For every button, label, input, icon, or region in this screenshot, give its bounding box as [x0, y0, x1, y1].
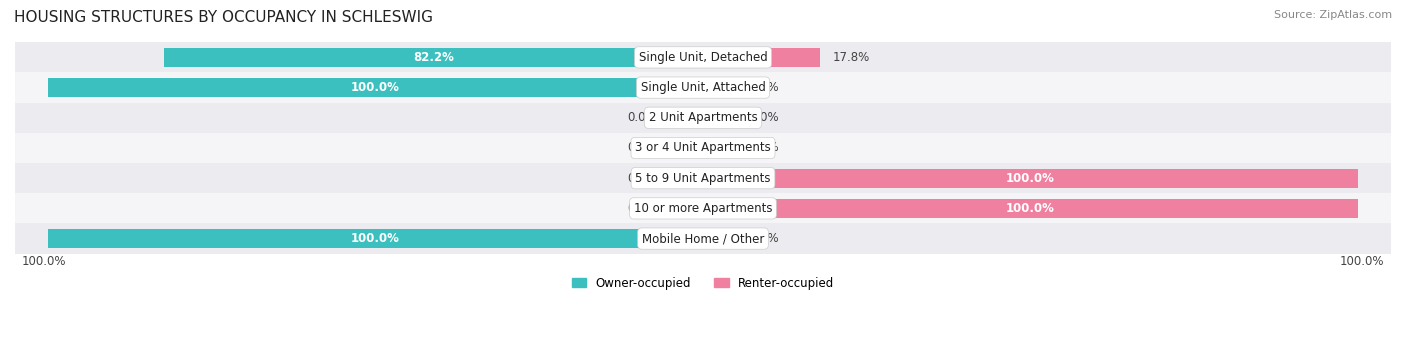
Text: 100.0%: 100.0% [1340, 255, 1385, 268]
Text: 100.0%: 100.0% [21, 255, 66, 268]
Text: 5 to 9 Unit Apartments: 5 to 9 Unit Apartments [636, 172, 770, 185]
Text: 10 or more Apartments: 10 or more Apartments [634, 202, 772, 215]
Bar [703, 48, 820, 67]
Text: Single Unit, Detached: Single Unit, Detached [638, 51, 768, 64]
Bar [703, 169, 1358, 188]
Text: 100.0%: 100.0% [1007, 172, 1054, 185]
Text: 17.8%: 17.8% [832, 51, 870, 64]
Bar [671, 139, 703, 157]
Bar [703, 108, 735, 127]
Bar [703, 199, 1358, 218]
Bar [48, 229, 703, 248]
Text: HOUSING STRUCTURES BY OCCUPANCY IN SCHLESWIG: HOUSING STRUCTURES BY OCCUPANCY IN SCHLE… [14, 10, 433, 25]
Bar [703, 78, 735, 97]
Bar [48, 78, 703, 97]
Text: Mobile Home / Other: Mobile Home / Other [641, 232, 765, 245]
Text: Single Unit, Attached: Single Unit, Attached [641, 81, 765, 94]
Text: 0.0%: 0.0% [749, 81, 779, 94]
Bar [703, 229, 735, 248]
Bar [15, 42, 1391, 73]
Bar [15, 223, 1391, 254]
Text: 100.0%: 100.0% [1007, 202, 1054, 215]
Text: 82.2%: 82.2% [413, 51, 454, 64]
Bar [15, 163, 1391, 193]
Bar [15, 103, 1391, 133]
Bar [671, 108, 703, 127]
Text: 0.0%: 0.0% [627, 172, 657, 185]
Text: 100.0%: 100.0% [352, 232, 399, 245]
Bar [15, 73, 1391, 103]
Bar [671, 169, 703, 188]
Text: 0.0%: 0.0% [749, 111, 779, 124]
Text: Source: ZipAtlas.com: Source: ZipAtlas.com [1274, 10, 1392, 20]
Bar [15, 133, 1391, 163]
Text: 100.0%: 100.0% [352, 81, 399, 94]
Text: 0.0%: 0.0% [627, 111, 657, 124]
Bar [703, 139, 735, 157]
Text: 0.0%: 0.0% [749, 142, 779, 154]
Text: 0.0%: 0.0% [749, 232, 779, 245]
Bar [165, 48, 703, 67]
Text: 3 or 4 Unit Apartments: 3 or 4 Unit Apartments [636, 142, 770, 154]
Bar [671, 199, 703, 218]
Legend: Owner-occupied, Renter-occupied: Owner-occupied, Renter-occupied [567, 272, 839, 294]
Text: 0.0%: 0.0% [627, 142, 657, 154]
Bar [15, 193, 1391, 223]
Text: 2 Unit Apartments: 2 Unit Apartments [648, 111, 758, 124]
Text: 0.0%: 0.0% [627, 202, 657, 215]
